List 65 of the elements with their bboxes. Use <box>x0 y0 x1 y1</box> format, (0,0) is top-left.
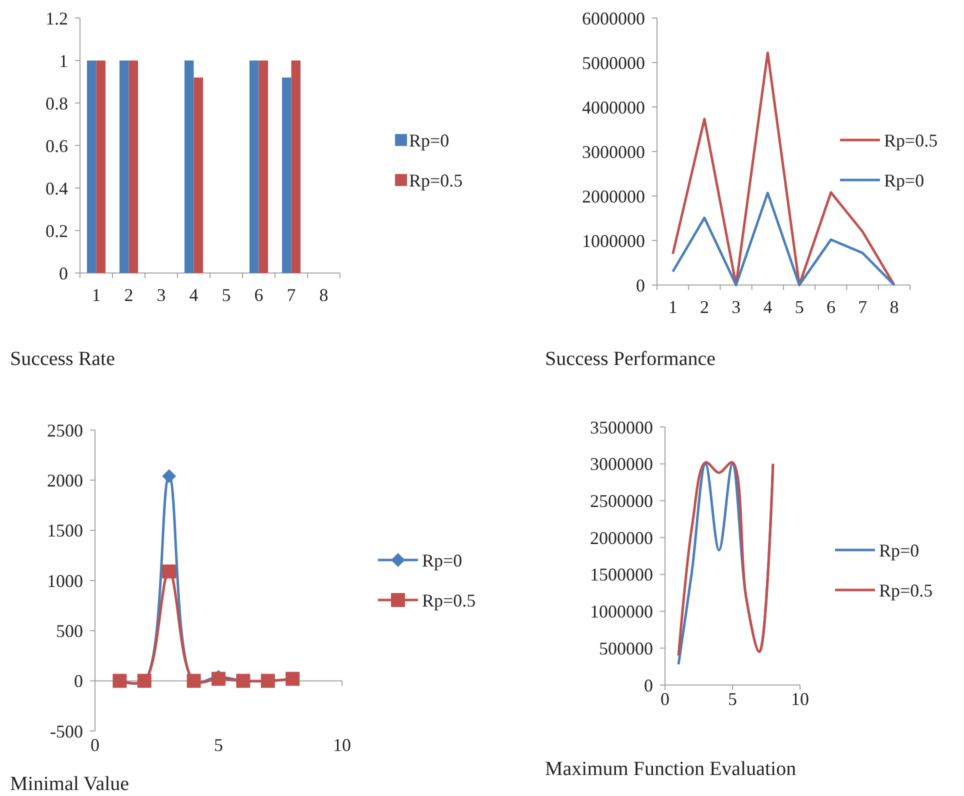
x-tick-label: 1 <box>668 297 678 317</box>
x-tick-label: 4 <box>189 285 198 305</box>
x-tick-label: 6 <box>826 297 836 317</box>
y-tick-label: 2500000 <box>590 491 653 512</box>
legend-label: Rp=0.5 <box>409 170 463 190</box>
x-tick-label: 2 <box>124 285 134 305</box>
y-tick-label: 1.2 <box>46 8 68 28</box>
point <box>162 469 176 484</box>
x-tick-label: 0 <box>90 735 100 755</box>
legend-label: Rp=0.5 <box>422 590 476 610</box>
text: Success Performance <box>545 348 716 370</box>
x-tick-label: 1 <box>92 285 101 305</box>
y-tick-label: 3500000 <box>590 417 653 438</box>
y-tick-label: 0.6 <box>46 136 68 156</box>
y-tick-label: 1500000 <box>590 564 653 585</box>
legend-label: Rp=0.5 <box>879 580 933 600</box>
y-tick-label: -500 <box>50 721 83 742</box>
y-tick-label: 6000000 <box>582 8 645 28</box>
y-tick-label: 2000 <box>47 470 83 490</box>
x-tick-label: 5 <box>214 735 223 755</box>
point <box>162 564 176 578</box>
y-tick-label: 0 <box>74 671 83 692</box>
legend-label: Rp=0 <box>879 540 920 560</box>
legend-label: Rp=0.5 <box>884 130 938 150</box>
y-tick-label: 0.2 <box>46 220 68 241</box>
y-tick-label: 0 <box>59 263 68 284</box>
legend-label: Rp=0 <box>422 550 462 570</box>
x-tick-label: 5 <box>794 297 804 317</box>
legend-label: Rp=0 <box>409 130 450 150</box>
y-tick-label: 3000000 <box>582 142 645 162</box>
y-tick-label: 2500 <box>47 420 83 440</box>
y-tick-label: 500000 <box>599 638 653 658</box>
x-tick-label: 10 <box>791 689 809 709</box>
y-tick-label: 3000000 <box>590 454 653 474</box>
x-tick-label: 5 <box>222 285 231 305</box>
x-tick-label: 2 <box>700 297 709 317</box>
x-tick-label: 3 <box>732 297 741 317</box>
line-series <box>672 192 896 286</box>
text: Maximum Function Evaluation <box>545 758 796 780</box>
y-tick-label: 5000000 <box>582 52 645 73</box>
y-tick-label: 1500 <box>47 520 83 541</box>
x-tick-label: 6 <box>254 285 264 305</box>
text: Minimal Value <box>10 773 130 795</box>
y-tick-label: 0.8 <box>46 93 68 114</box>
y-tick-label: 0 <box>644 675 653 696</box>
x-tick-label: 0 <box>660 689 670 709</box>
y-tick-label: 500 <box>56 620 83 641</box>
x-tick-label: 8 <box>890 297 899 317</box>
y-tick-label: 1 <box>59 50 68 71</box>
y-tick-label: 2000000 <box>582 186 645 206</box>
y-tick-label: 0.4 <box>46 178 68 198</box>
legend-label: Rp=0 <box>884 170 924 190</box>
y-tick-label: 1000000 <box>582 230 645 251</box>
x-tick-label: 3 <box>156 285 166 305</box>
x-tick-label: 10 <box>333 735 351 755</box>
x-tick-label: 7 <box>858 297 868 317</box>
x-tick-label: 4 <box>763 297 772 317</box>
text: Success Rate <box>10 348 116 370</box>
x-tick-label: 7 <box>286 285 296 305</box>
y-tick-label: 2000000 <box>590 528 653 548</box>
x-tick-label: 5 <box>728 689 737 709</box>
y-tick-label: 1000 <box>47 570 83 591</box>
y-tick-label: 1000000 <box>590 602 653 622</box>
x-tick-label: 8 <box>319 285 328 305</box>
y-tick-label: 4000000 <box>582 97 645 118</box>
